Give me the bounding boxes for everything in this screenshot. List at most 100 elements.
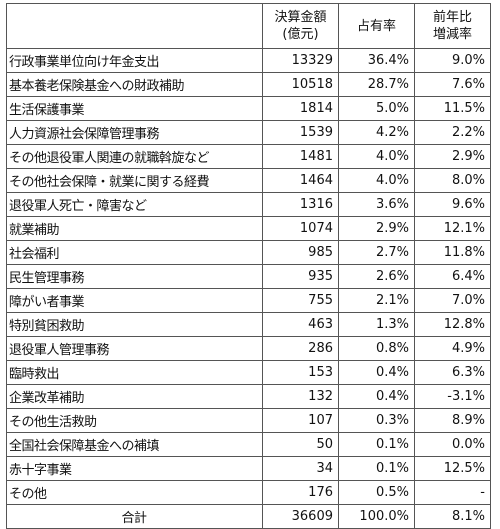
row-label: 退役軍人管理事務 (6, 336, 263, 361)
table-row: 企業改革補助 132 0.4% -3.1% (6, 384, 491, 409)
row-yoy: 12.5% (414, 456, 491, 481)
row-share: 0.1% (338, 432, 415, 457)
table-row: その他生活救助 107 0.3% 8.9% (6, 408, 491, 433)
header-row: 決算金額 (億元) 占有率 前年比 増減率 (6, 3, 491, 49)
row-amount: 463 (262, 312, 339, 337)
row-share: 0.8% (338, 336, 415, 361)
table-row: 社会福利 985 2.7% 11.8% (6, 240, 491, 265)
table-row: 障がい者事業 755 2.1% 7.0% (6, 288, 491, 313)
header-yoy-line1: 前年比 (432, 10, 472, 25)
table-row: 就業補助 1074 2.9% 12.1% (6, 216, 491, 241)
row-amount: 50 (262, 432, 339, 457)
row-label: 臨時救出 (6, 360, 263, 385)
row-share: 2.7% (338, 240, 415, 265)
table-row: 民生管理事務 935 2.6% 6.4% (6, 264, 491, 289)
row-amount: 1074 (262, 216, 339, 241)
table-row: 生活保護事業 1814 5.0% 11.5% (6, 96, 491, 121)
row-yoy: 11.8% (414, 240, 491, 265)
row-yoy: 7.6% (414, 72, 491, 97)
row-amount: 935 (262, 264, 339, 289)
row-yoy: 9.0% (414, 48, 491, 73)
row-share: 2.9% (338, 216, 415, 241)
row-amount: 286 (262, 336, 339, 361)
row-share: 0.4% (338, 384, 415, 409)
row-amount: 107 (262, 408, 339, 433)
row-yoy: 6.4% (414, 264, 491, 289)
table-row: 行政事業単位向け年金支出 13329 36.4% 9.0% (6, 48, 491, 73)
row-label: 基本養老保険基金への財政補助 (6, 72, 263, 97)
row-amount: 1814 (262, 96, 339, 121)
row-share: 28.7% (338, 72, 415, 97)
table-row: その他退役軍人関連の就職斡旋など 1481 4.0% 2.9% (6, 144, 491, 169)
row-yoy: 12.1% (414, 216, 491, 241)
row-yoy: 2.9% (414, 144, 491, 169)
row-share: 0.4% (338, 360, 415, 385)
total-amount: 36609 (262, 504, 339, 529)
total-share: 100.0% (338, 504, 415, 529)
table-body: 行政事業単位向け年金支出 13329 36.4% 9.0% 基本養老保険基金への財政補助… (6, 48, 491, 505)
total-row: 合計 36609 100.0% 8.1% (6, 504, 491, 529)
total-yoy: 8.1% (414, 504, 491, 529)
row-label: 社会福利 (6, 240, 263, 265)
row-label: 行政事業単位向け年金支出 (6, 48, 263, 73)
table-row: 全国社会保障基金への補填 50 0.1% 0.0% (6, 432, 491, 457)
row-label: その他 (6, 480, 263, 505)
row-label: 全国社会保障基金への補填 (6, 432, 263, 457)
header-blank-cell (6, 3, 263, 49)
row-share: 4.2% (338, 120, 415, 145)
table-row: その他社会保障・就業に関する経費 1464 4.0% 8.0% (6, 168, 491, 193)
row-amount: 1464 (262, 168, 339, 193)
table-row: 退役軍人管理事務 286 0.8% 4.9% (6, 336, 491, 361)
header-yoy: 前年比 増減率 (414, 3, 491, 49)
row-amount: 1481 (262, 144, 339, 169)
row-share: 3.6% (338, 192, 415, 217)
row-amount: 153 (262, 360, 339, 385)
row-label: 企業改革補助 (6, 384, 263, 409)
table-footer: 合計 36609 100.0% 8.1% (6, 504, 491, 529)
row-share: 0.1% (338, 456, 415, 481)
row-amount: 985 (262, 240, 339, 265)
row-label: 退役軍人死亡・障害など (6, 192, 263, 217)
row-share: 1.3% (338, 312, 415, 337)
budget-table-container: 決算金額 (億元) 占有率 前年比 増減率 行政事業単位向け年金支出 13329 3… (6, 3, 491, 529)
header-yoy-line2: 増減率 (432, 27, 472, 42)
row-share: 4.0% (338, 168, 415, 193)
row-yoy: 12.8% (414, 312, 491, 337)
row-share: 4.0% (338, 144, 415, 169)
header-amount-line2: (億元) (282, 27, 319, 42)
row-yoy: 8.9% (414, 408, 491, 433)
row-share: 5.0% (338, 96, 415, 121)
row-label: その他生活救助 (6, 408, 263, 433)
budget-table: 決算金額 (億元) 占有率 前年比 増減率 行政事業単位向け年金支出 13329 3… (6, 3, 491, 529)
row-label: その他社会保障・就業に関する経費 (6, 168, 263, 193)
row-yoy: 8.0% (414, 168, 491, 193)
row-label: その他退役軍人関連の就職斡旋など (6, 144, 263, 169)
row-share: 36.4% (338, 48, 415, 73)
table-header: 決算金額 (億元) 占有率 前年比 増減率 (6, 3, 491, 49)
row-yoy: 0.0% (414, 432, 491, 457)
row-yoy: 9.6% (414, 192, 491, 217)
table-row: 臨時救出 153 0.4% 6.3% (6, 360, 491, 385)
row-label: 生活保護事業 (6, 96, 263, 121)
row-yoy: - (414, 480, 491, 505)
row-share: 0.3% (338, 408, 415, 433)
row-yoy: 6.3% (414, 360, 491, 385)
row-yoy: 7.0% (414, 288, 491, 313)
total-label: 合計 (6, 504, 263, 529)
row-label: 障がい者事業 (6, 288, 263, 313)
table-row: 赤十字事業 34 0.1% 12.5% (6, 456, 491, 481)
row-label: 民生管理事務 (6, 264, 263, 289)
row-label: 就業補助 (6, 216, 263, 241)
row-yoy: 2.2% (414, 120, 491, 145)
row-amount: 755 (262, 288, 339, 313)
row-yoy: 4.9% (414, 336, 491, 361)
header-share: 占有率 (338, 3, 415, 49)
row-share: 2.6% (338, 264, 415, 289)
table-row: 基本養老保険基金への財政補助 10518 28.7% 7.6% (6, 72, 491, 97)
row-amount: 13329 (262, 48, 339, 73)
row-label: 特別貧困救助 (6, 312, 263, 337)
header-amount: 決算金額 (億元) (262, 3, 339, 49)
row-yoy: 11.5% (414, 96, 491, 121)
row-label: 赤十字事業 (6, 456, 263, 481)
row-amount: 1316 (262, 192, 339, 217)
